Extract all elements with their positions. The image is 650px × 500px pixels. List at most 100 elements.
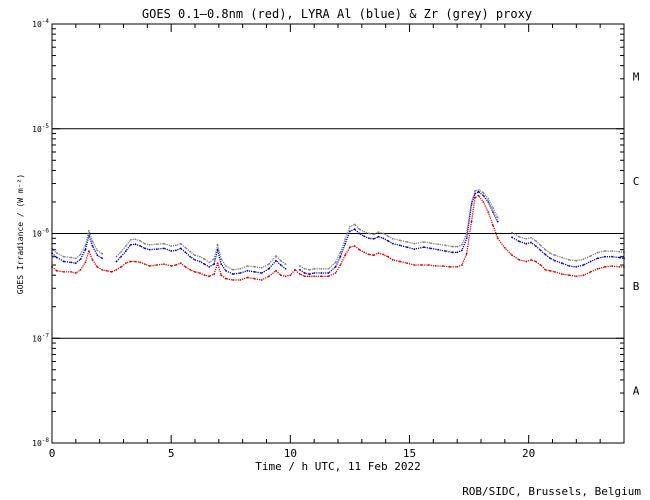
data-point [139,261,142,264]
data-point [353,223,356,226]
data-point [456,251,459,254]
data-point [220,258,223,260]
data-point [399,239,401,242]
chart-title: GOES 0.1–0.8nm (red), LYRA Al (blue) & Z… [142,7,532,21]
data-point [487,211,490,214]
flare-class-label-b: B [633,280,640,293]
data-point [144,242,146,245]
data-point [382,237,385,240]
data-point [482,191,485,194]
data-point [413,242,416,245]
data-point [225,269,227,272]
data-point [198,272,201,274]
data-point [70,261,72,264]
data-point [232,279,235,281]
data-point [156,243,158,246]
data-point [461,249,463,252]
data-point [96,254,99,257]
flare-class-label-m: M [633,70,640,83]
data-point [55,252,58,255]
data-point [96,249,99,252]
data-point [568,274,571,277]
data-point [170,245,173,247]
data-point [358,228,361,231]
data-point [582,274,585,277]
data-point [554,259,556,262]
data-point [268,267,270,270]
data-point [334,261,337,264]
data-point [456,245,459,248]
data-point [294,268,296,271]
data-point [239,267,242,270]
series-line [51,230,103,259]
data-point [575,266,578,268]
data-point [105,269,108,272]
data-point [125,245,127,247]
data-point [275,269,277,272]
data-point [55,256,58,259]
data-point [534,260,537,263]
data-point [148,265,151,267]
data-point [372,254,375,257]
data-point [84,261,87,264]
data-point [358,248,361,251]
data-point [139,245,142,247]
data-point [63,271,65,273]
data-point [449,266,451,268]
data-point [496,220,499,223]
series-layer [51,189,625,281]
x-axis: 0 5 10 15 20 [49,24,625,460]
data-point [430,242,432,245]
data-point [120,266,122,268]
data-point [213,263,216,265]
data-point [208,261,211,264]
data-point [299,265,301,267]
data-point [461,243,463,246]
data-point [589,271,592,273]
data-point [308,273,311,275]
data-point [115,260,118,263]
data-point [437,248,439,251]
data-point [511,236,513,239]
data-point [451,245,454,248]
data-point [387,235,389,238]
data-point [377,252,380,255]
data-point [544,268,547,271]
data-point [363,235,366,238]
data-point [198,255,201,258]
data-point [554,254,556,257]
data-point [320,267,323,270]
data-point [289,274,292,277]
data-point [208,266,211,268]
data-point [589,260,592,263]
data-point [327,272,330,274]
data-point [539,249,542,252]
data-point [434,265,437,267]
data-point [549,269,551,272]
data-point [120,255,122,258]
data-point [253,271,256,273]
data-point [268,275,270,278]
data-point [477,190,480,193]
data-point [194,259,196,261]
series-line [511,236,625,268]
flare-class-label-c: C [633,175,640,188]
data-point [91,240,94,243]
data-point [339,264,342,266]
data-point [377,235,380,238]
data-point [427,264,430,266]
data-point [334,266,337,268]
data-point [163,263,165,265]
x-tick-label: 0 [49,447,56,460]
data-point [391,237,394,240]
data-point [327,275,330,278]
data-point [144,263,146,265]
data-point [349,246,351,249]
y-axis: 10-4 10-5 10-6 10-7 10-8 [32,18,624,448]
data-point [232,268,235,271]
x-tick-label: 5 [168,447,175,460]
data-point [482,194,485,197]
data-point [203,274,206,277]
data-point [216,243,219,246]
x-tick-label: 20 [522,447,535,460]
